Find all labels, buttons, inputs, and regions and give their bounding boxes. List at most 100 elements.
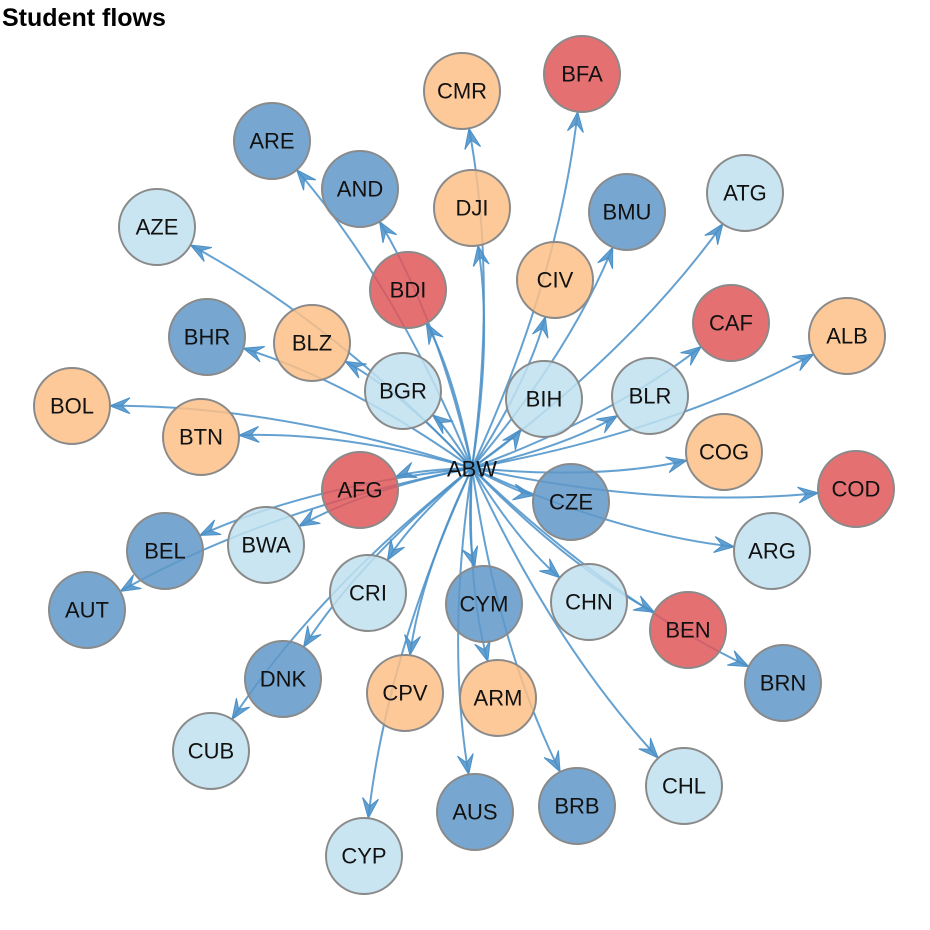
edge-ABW-ARG — [471, 467, 735, 548]
node-CPV: CPV — [366, 654, 444, 732]
node-circle-AUT — [48, 571, 126, 649]
arrowhead-ARG — [713, 536, 736, 553]
node-circle-ATG — [706, 154, 784, 232]
arrowhead-BWA — [297, 509, 321, 527]
arrowhead-BLR — [596, 414, 619, 434]
node-ARE: ARE — [233, 102, 311, 180]
node-label-AFG: AFG — [337, 478, 382, 503]
arrowhead-AUT — [118, 574, 142, 593]
node-circle-BHR — [168, 298, 246, 376]
arrowhead-BEN — [632, 595, 656, 613]
node-ARM: ARM — [459, 659, 537, 737]
node-BRB: BRB — [538, 767, 616, 845]
node-CRI: CRI — [329, 554, 407, 632]
node-circle-AUS — [436, 773, 514, 851]
node-label-BEL: BEL — [144, 539, 186, 564]
node-label-BGR: BGR — [379, 379, 427, 404]
node-label-BEN: BEN — [665, 618, 710, 643]
arrowhead-CUB — [231, 698, 251, 721]
node-label-CUB: CUB — [188, 739, 234, 764]
arrowhead-AZE — [189, 244, 212, 262]
node-label-ALB: ALB — [826, 324, 868, 349]
edge-ABW-CYP — [367, 467, 473, 819]
arrowhead-DNK — [302, 625, 322, 649]
node-label-CPV: CPV — [382, 681, 428, 706]
node-label-ARE: ARE — [249, 129, 294, 154]
node-circle-AFG — [321, 451, 399, 529]
edge-ABW-BHR — [243, 347, 473, 469]
arrowhead-CIV — [532, 315, 549, 339]
node-circle-CYM — [445, 565, 523, 643]
chart-title: Student flows — [2, 4, 166, 32]
node-BDI: BDI — [369, 251, 447, 329]
node-label-BRN: BRN — [760, 671, 806, 696]
node-label-CRI: CRI — [349, 581, 387, 606]
node-label-BLR: BLR — [629, 384, 672, 409]
node-circle-COG — [685, 413, 763, 491]
node-BEL: BEL — [126, 512, 204, 590]
arrowhead-DJI — [472, 244, 490, 267]
node-label-COG: COG — [699, 440, 749, 465]
node-BLR: BLR — [611, 357, 689, 435]
arrowhead-ATG — [704, 222, 724, 245]
arrowhead-BTN — [237, 425, 260, 443]
node-CIV: CIV — [516, 241, 594, 319]
node-circle-CZE — [532, 463, 610, 541]
node-circle-BOL — [33, 367, 111, 445]
arrowhead-BHR — [242, 346, 266, 363]
arrowhead-ALB — [792, 353, 815, 372]
edge-ABW-DJI — [471, 245, 486, 469]
node-circle-BFA — [543, 35, 621, 113]
node-label-CMR: CMR — [437, 79, 487, 104]
node-label-AUS: AUS — [452, 800, 497, 825]
node-circle-CHL — [645, 747, 723, 825]
node-circle-CIV — [516, 241, 594, 319]
arrowhead-BEL — [198, 519, 222, 536]
node-circle-BRN — [744, 644, 822, 722]
node-label-BLZ: BLZ — [292, 331, 332, 356]
arrowhead-ARE — [295, 168, 317, 191]
node-label-CZE: CZE — [549, 490, 593, 515]
node-CHL: CHL — [645, 747, 723, 825]
node-label-BWA: BWA — [241, 533, 291, 558]
node-label-COD: COD — [832, 477, 881, 502]
node-BWA: BWA — [227, 506, 305, 584]
node-CUB: CUB — [172, 712, 250, 790]
node-circle-BMU — [588, 173, 666, 251]
node-circle-CUB — [172, 712, 250, 790]
node-ARG: ARG — [733, 512, 811, 590]
arrowhead-CZE — [512, 483, 535, 501]
edge-ABW-CHL — [471, 467, 659, 759]
node-DJI: DJI — [433, 169, 511, 247]
edge-ABW-BTN — [238, 433, 473, 469]
node-AUT: AUT — [48, 571, 126, 649]
edge-ABW-BOL — [109, 404, 473, 469]
node-circle-BGR — [364, 352, 442, 430]
node-CAF: CAF — [692, 284, 770, 362]
node-circle-CPV — [366, 654, 444, 732]
arrowhead-AND — [378, 220, 398, 243]
node-label-BTN: BTN — [179, 425, 223, 450]
edge-ABW-BLR — [471, 414, 618, 469]
arrowhead-AUS — [457, 753, 474, 776]
node-circle-BDI — [369, 251, 447, 329]
node-label-CHL: CHL — [662, 774, 706, 799]
node-circle-CMR — [423, 52, 501, 130]
arrowhead-BIH — [502, 428, 522, 451]
node-circle-ARG — [733, 512, 811, 590]
arrowhead-CRI — [386, 538, 405, 562]
node-label-ATG: ATG — [723, 181, 767, 206]
arrowhead-COD — [797, 486, 820, 504]
arrowhead-COG — [665, 456, 689, 473]
arrowhead-BRN — [727, 650, 750, 668]
node-CMR: CMR — [423, 52, 501, 130]
node-circle-BEL — [126, 512, 204, 590]
node-label-BFA: BFA — [561, 62, 603, 87]
arrowhead-AFG — [394, 462, 418, 478]
node-circle-DJI — [433, 169, 511, 247]
node-label-CYM: CYM — [460, 592, 509, 617]
node-label-AND: AND — [337, 177, 383, 202]
node-COG: COG — [685, 413, 763, 491]
node-label-AZE: AZE — [136, 215, 179, 240]
